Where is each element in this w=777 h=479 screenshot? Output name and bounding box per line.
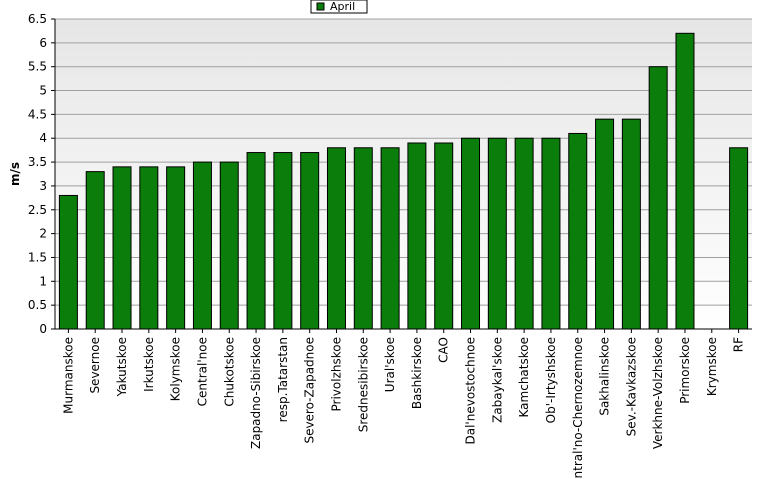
x-tick-label: Privolzhskoe [329, 337, 343, 411]
x-tick-label: resp.Tatarstan [276, 337, 290, 422]
bar [273, 152, 293, 330]
x-tick-labels: Murmanskoe Severnoe Yakutskoe Irkutskoe Koly… [61, 337, 745, 479]
y-tick-label: 0 [39, 322, 47, 336]
x-tick-label: RF [732, 337, 746, 352]
bar [353, 147, 373, 330]
y-tick-labels: 0 0.5 1 1.5 2 2.5 3 3.5 4 4.5 5 5.5 6 6.5 [28, 12, 47, 336]
legend-swatch [316, 2, 325, 11]
legend-label: April [330, 0, 355, 13]
x-tick-label: Yakutskoe [115, 337, 129, 397]
legend-box [310, 0, 368, 14]
x-tick-label: Murmanskoe [61, 337, 75, 414]
bar [487, 137, 507, 330]
bar [675, 32, 695, 330]
bar [434, 142, 454, 330]
bar [58, 194, 78, 330]
bar [461, 137, 481, 330]
x-tick-label: Ural'skoe [383, 337, 397, 392]
bar [112, 166, 132, 330]
bar [300, 152, 320, 330]
axes [51, 18, 752, 333]
plot-area [55, 19, 752, 329]
y-tick-label: 3.5 [28, 155, 47, 169]
y-tick-label: 6 [39, 36, 47, 50]
y-tick-label: 5.5 [28, 60, 47, 74]
y-tick-label: 2.5 [28, 203, 47, 217]
bar [246, 152, 266, 330]
bar [139, 166, 159, 330]
legend: April [310, 0, 368, 14]
bar [648, 66, 668, 330]
x-tick-label: Kolymskoe [169, 337, 183, 401]
bar [568, 132, 588, 330]
y-tick-label: 6.5 [28, 12, 47, 26]
bar [219, 161, 239, 330]
bar [166, 166, 186, 330]
x-tick-label: Irkutskoe [142, 337, 156, 392]
x-tick-label: CAO [437, 337, 451, 363]
x-tick-label: Chukotskoe [222, 337, 236, 407]
y-tick-label: 0.5 [28, 298, 47, 312]
x-tick-label: Primorskoe [678, 337, 692, 404]
x-tick-label: Srednesibirskoe [356, 337, 370, 432]
x-tick-label: Severnoe [88, 337, 102, 394]
y-tick-label: 2 [39, 227, 47, 241]
y-tick-label: 4 [39, 131, 47, 145]
bar [595, 118, 615, 330]
bar [380, 147, 400, 330]
bar [85, 171, 105, 330]
bar [729, 147, 749, 330]
y-tick-label: 5 [39, 84, 47, 98]
y-tick-label: 1.5 [28, 250, 47, 264]
bar [514, 137, 534, 330]
x-tick-label: Bashkirskoe [410, 337, 424, 409]
x-tick-label: Sakhalinskoe [598, 337, 612, 416]
x-tick-label: Zabaykal'skoe [490, 337, 504, 423]
x-tick-label: Central'noe [195, 337, 209, 406]
x-tick-label: Central'no-Chernozemnoe [571, 337, 585, 479]
bar [326, 147, 346, 330]
bar [621, 118, 641, 330]
bar [541, 137, 561, 330]
x-tick-label: Kamchatskoe [517, 337, 531, 417]
y-tick-label: 1 [39, 274, 47, 288]
y-tick-label: 4.5 [28, 107, 47, 121]
bars [58, 32, 749, 330]
bar [407, 142, 427, 330]
x-tick-label: Krymskoe [705, 337, 719, 396]
y-tick-label: 3 [39, 179, 47, 193]
bar [192, 161, 212, 330]
x-tick-label: Ob'-Irtyshskoe [544, 337, 558, 423]
x-tick-label: Sev.-Kavkazskoe [624, 337, 638, 436]
y-axis-label: m/s [8, 162, 22, 186]
x-tick-label: Zapadno-Sibirskoe [249, 337, 263, 449]
x-tick-label: Severo-Zapadnoe [303, 337, 317, 444]
x-tick-label: Verkhne-Volzhskoe [651, 337, 665, 449]
x-tick-label: Dal'nevostochnoe [464, 337, 478, 445]
